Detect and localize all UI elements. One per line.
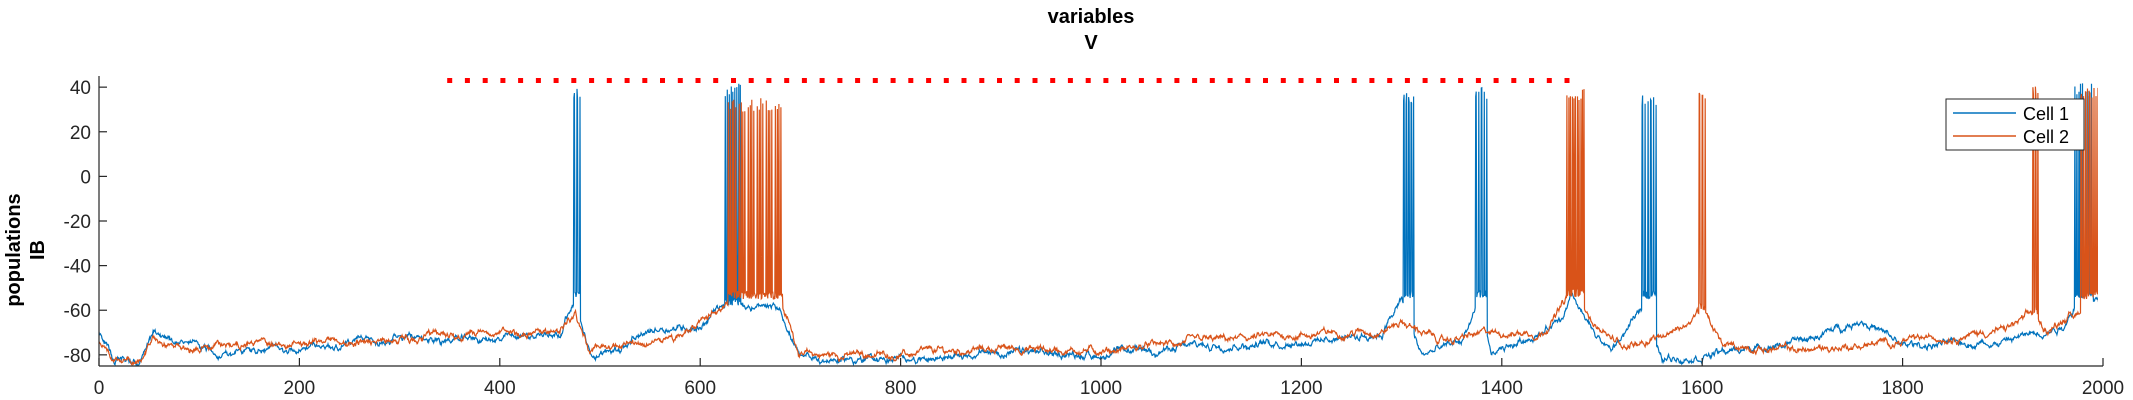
legend-label-cell-1: Cell 1 [2023, 104, 2069, 124]
marker-dot [979, 78, 985, 83]
marker-dot [1422, 78, 1428, 83]
marker-dot [518, 78, 524, 83]
marker-dot [500, 78, 506, 83]
chart-title-line2: V [1084, 32, 1098, 54]
y-axis-label-line2: IB [27, 240, 49, 260]
y-tick-label: 0 [80, 167, 91, 188]
legend: Cell 1 Cell 2 [1945, 98, 2085, 151]
marker-dot [1511, 78, 1517, 83]
x-tick-label: 0 [94, 378, 105, 399]
marker-dot [1280, 78, 1286, 83]
marker-dot [1493, 78, 1499, 83]
marker-dot [447, 78, 453, 83]
marker-dots [447, 78, 1570, 83]
marker-dot [997, 78, 1002, 83]
y-tick-label: 20 [70, 123, 91, 144]
marker-dot [1546, 78, 1552, 83]
marker-dot [660, 78, 665, 83]
marker-dot [1475, 78, 1481, 83]
marker-dot [1369, 78, 1375, 83]
marker-dot [1032, 78, 1038, 83]
x-tick-label: 1200 [1280, 378, 1322, 399]
y-axis-label-line1: populations [3, 193, 25, 306]
chart-title-line1: variables [1048, 6, 1135, 28]
marker-dot [908, 78, 914, 83]
marker-dot [1085, 78, 1091, 83]
x-tick-label: 1400 [1481, 378, 1523, 399]
marker-dot [1156, 78, 1162, 83]
marker-dot [606, 78, 612, 83]
x-tick-label: 400 [484, 378, 516, 399]
x-tick-label: 800 [885, 378, 917, 399]
marker-dot [1298, 78, 1304, 83]
y-tick-label: -20 [64, 212, 91, 233]
legend-label-cell-2: Cell 2 [2023, 127, 2069, 147]
marker-dot [1440, 78, 1446, 83]
y-axis-label-group: populations IB [3, 193, 49, 306]
marker-dot [1121, 78, 1127, 83]
marker-dot [553, 78, 559, 83]
x-tick-label: 1000 [1080, 378, 1122, 399]
marker-dot [535, 78, 541, 83]
y-tick-label: -60 [64, 301, 91, 322]
marker-dot [1103, 78, 1109, 83]
marker-dot [1174, 78, 1180, 83]
y-tick-label: 40 [70, 78, 91, 99]
marker-dot [1192, 78, 1198, 83]
marker-dot [766, 78, 772, 83]
marker-dot [1458, 78, 1464, 83]
marker-dot [677, 78, 683, 83]
marker-dot [748, 78, 754, 83]
marker-dot [1245, 78, 1251, 83]
marker-dot [801, 78, 807, 83]
marker-dot [1404, 78, 1410, 83]
marker-dot [571, 78, 577, 83]
y-axis-ticks: -80 -60 -40 -20 0 20 40 [64, 78, 107, 367]
marker-dot [1263, 78, 1268, 83]
marker-dot [482, 78, 488, 83]
marker-dot [837, 78, 843, 83]
series-line-cell-2 [99, 86, 2098, 366]
y-tick-label: -40 [64, 257, 91, 278]
marker-dot [926, 78, 932, 83]
marker-dot [695, 78, 701, 83]
marker-dot [713, 78, 719, 83]
x-axis-ticks: 0 200 400 600 800 1000 1200 1400 1600 1800 2000 [94, 358, 2124, 399]
marker-dot [1209, 78, 1215, 83]
marker-dot [961, 78, 967, 83]
x-tick-label: 1800 [1881, 378, 1923, 399]
marker-dot [1067, 78, 1073, 83]
marker-dot [1334, 78, 1339, 83]
marker-dot [589, 78, 595, 83]
marker-dot [1351, 78, 1357, 83]
marker-dot [1564, 78, 1570, 83]
marker-dot [784, 78, 790, 83]
x-tick-label: 200 [284, 378, 316, 399]
marker-dot [943, 78, 949, 83]
marker-dot [819, 78, 825, 83]
marker-dot [1387, 78, 1393, 83]
marker-dot [1529, 78, 1535, 83]
marker-dot [855, 78, 861, 83]
marker-dot [642, 78, 648, 83]
x-tick-label: 600 [684, 378, 716, 399]
marker-dot [1138, 78, 1144, 83]
marker-dot [624, 78, 630, 83]
y-tick-label: -80 [64, 346, 91, 367]
marker-dot [731, 78, 736, 83]
x-tick-label: 1600 [1681, 378, 1723, 399]
marker-dot [464, 78, 470, 83]
marker-dot [872, 78, 878, 83]
marker-dot [1316, 78, 1322, 83]
legend-box [1945, 98, 2085, 151]
marker-dot [1050, 78, 1056, 83]
marker-dot [1014, 78, 1020, 83]
marker-dot [1227, 78, 1233, 83]
x-tick-label: 2000 [2082, 378, 2124, 399]
marker-dot [890, 78, 896, 83]
